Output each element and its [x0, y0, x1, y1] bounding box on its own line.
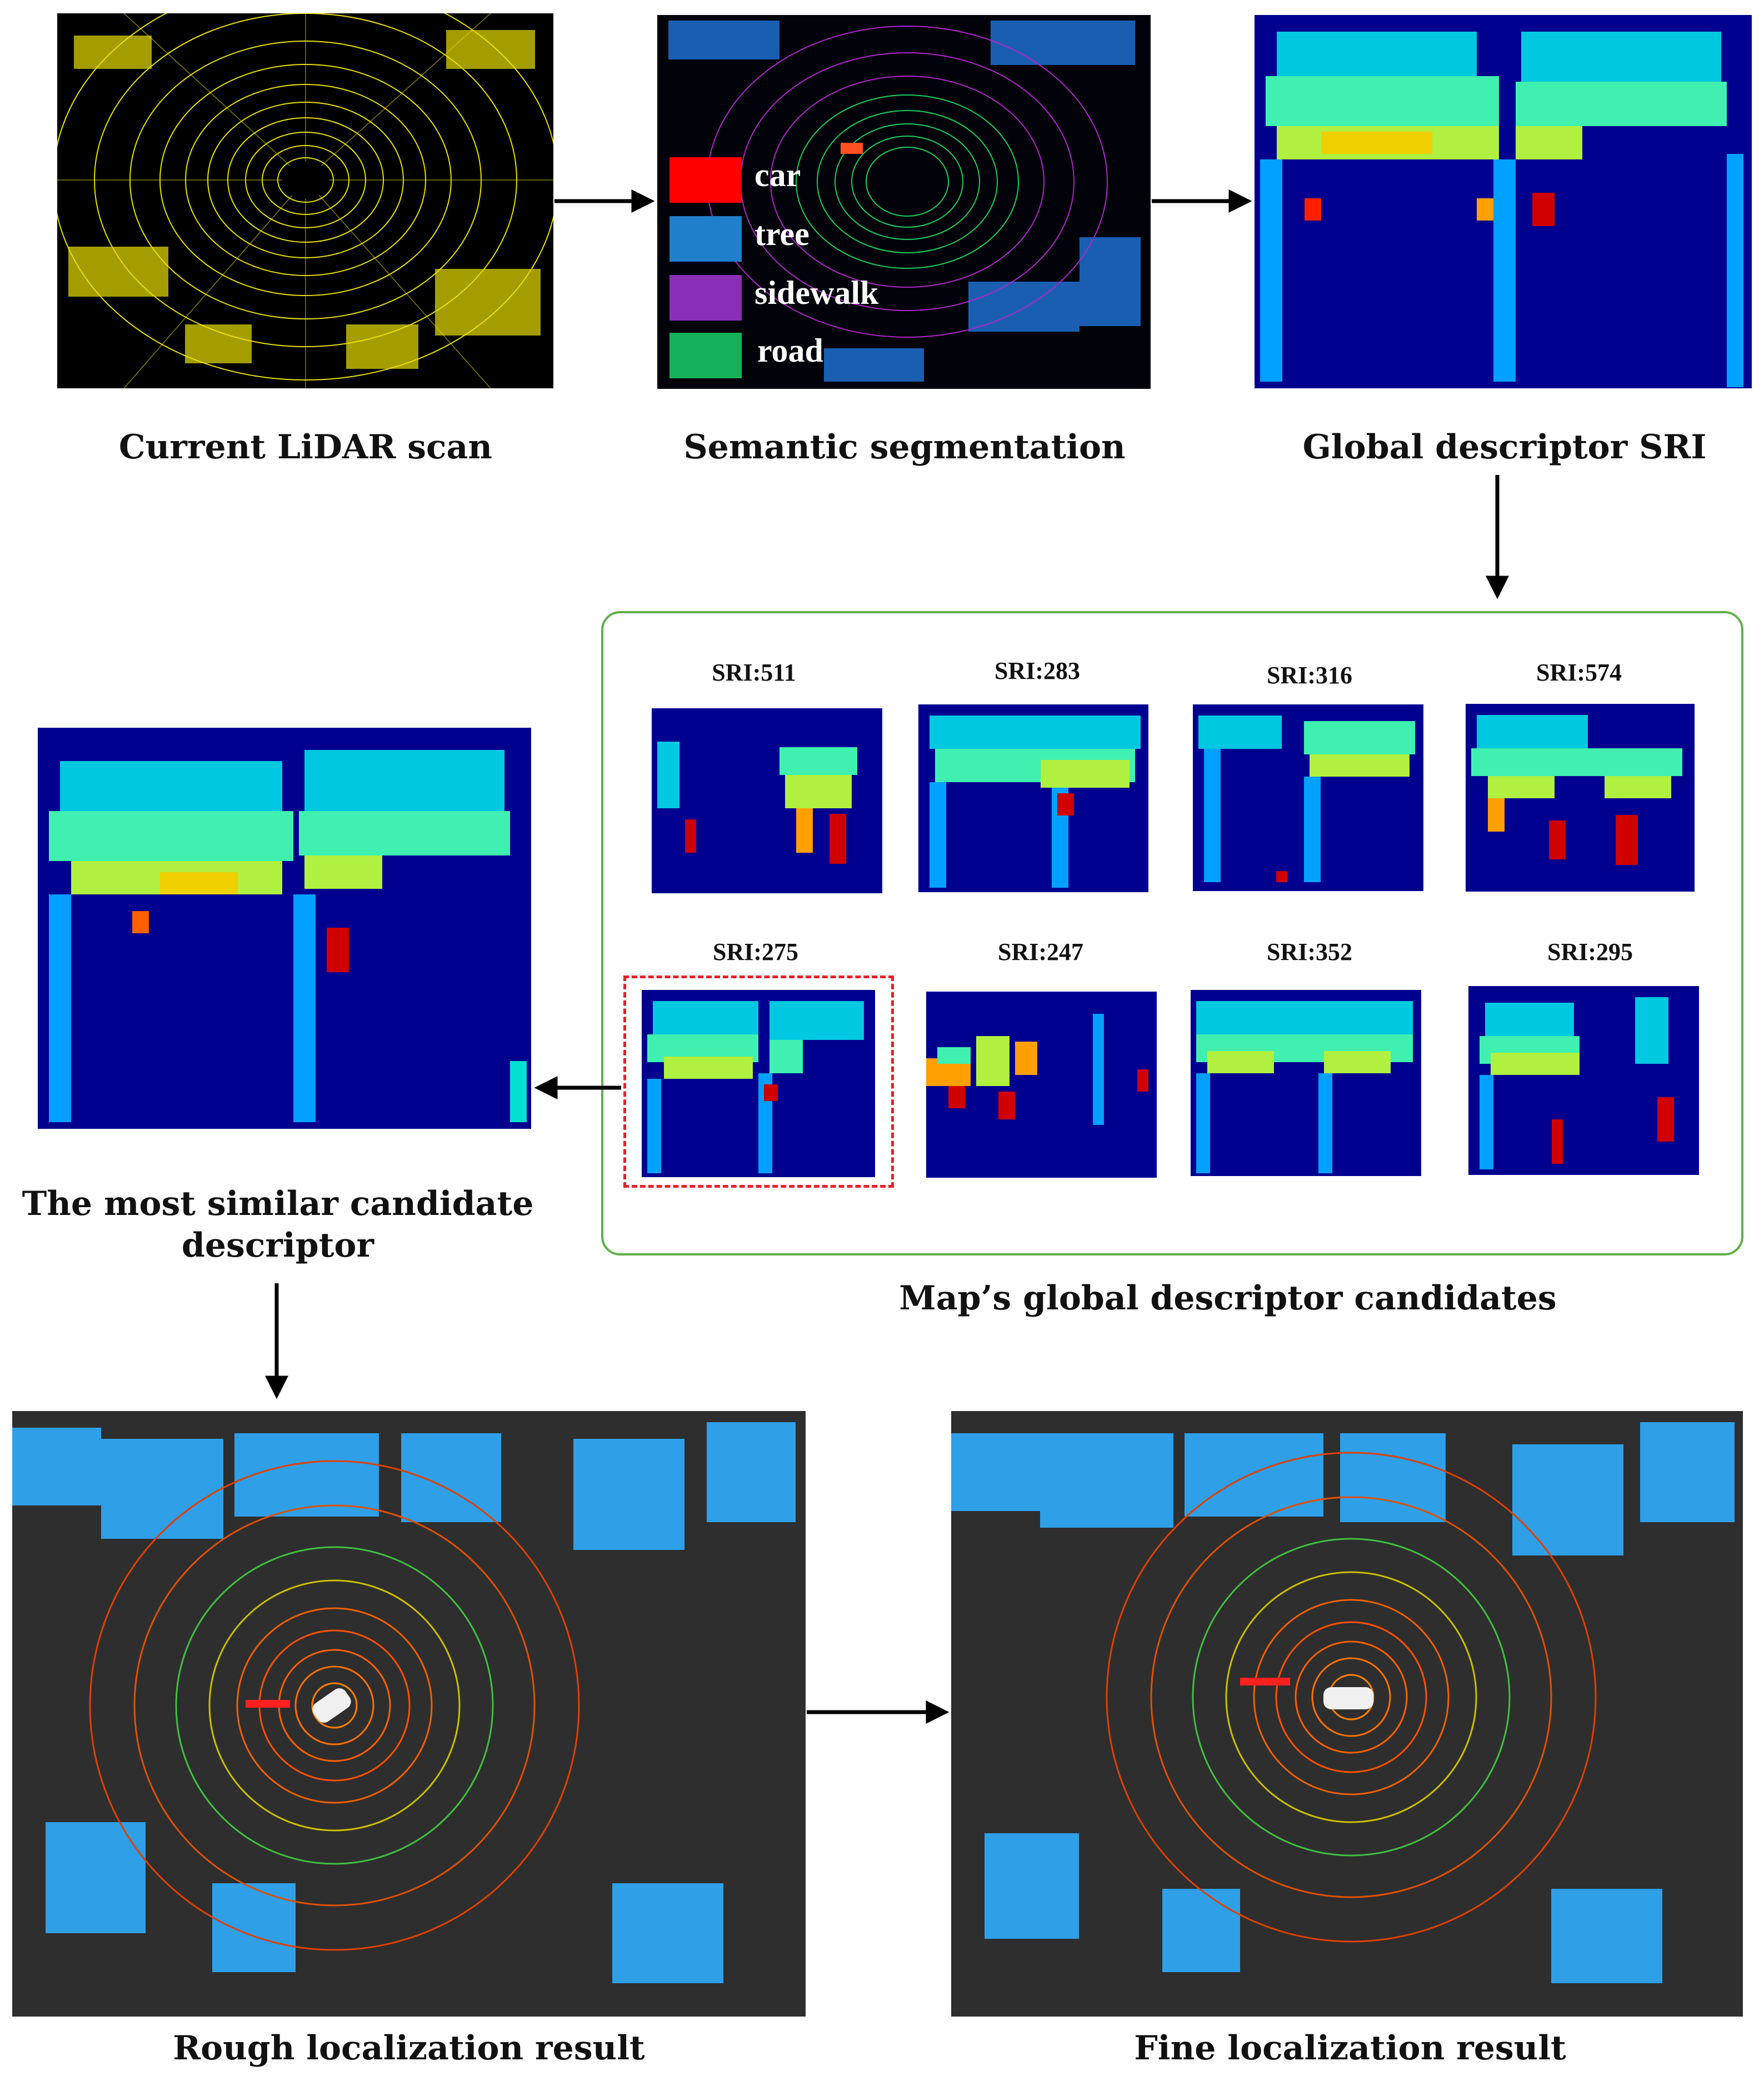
legend-label-sidewalk: sidewalk	[754, 274, 879, 311]
candidate-heatmap-2-graphic	[930, 716, 1141, 888]
legend-swatch-car	[669, 157, 742, 203]
candidate-label-4: SRI:574	[1536, 659, 1622, 686]
legend-swatch-sidewalk	[669, 275, 742, 321]
candidate-heatmap-6-graphic	[926, 1014, 1148, 1125]
candidate-heatmap-5-graphic	[647, 1001, 864, 1173]
caption-semantic-segmentation: Semantic segmentation	[683, 428, 1126, 467]
sri-heatmap-graphic	[1260, 32, 1743, 387]
candidate-label-2: SRI:283	[994, 657, 1081, 684]
caption-most-similar-descriptor: The most similar candidate descriptor	[22, 1184, 534, 1265]
caption-map-candidates: Map’s global descriptor candidates	[899, 1279, 1557, 1318]
candidate-heatmap-4	[1466, 704, 1695, 892]
legend-swatch-road	[669, 333, 742, 378]
fine-localization-image	[951, 1411, 1743, 2017]
caption-current-lidar-scan: Current LiDAR scan	[118, 428, 493, 467]
semantic-segmentation-image: car tree sidewalk road	[657, 15, 1151, 389]
lidar-scan-graphic	[57, 13, 553, 388]
candidate-heatmap-3-graphic	[1198, 716, 1415, 882]
candidate-heatmap-8-graphic	[1480, 997, 1674, 1169]
candidate-label-7: SRI:352	[1266, 938, 1353, 966]
most-similar-descriptor-image	[38, 728, 531, 1129]
selected-candidate-frame[interactable]	[623, 976, 894, 1188]
candidate-label-5: SRI:275	[712, 938, 799, 966]
candidate-heatmap-5	[642, 990, 875, 1177]
candidate-heatmap-8	[1468, 986, 1699, 1175]
candidates-box	[601, 611, 1743, 1255]
rough-localization-graphic	[12, 1422, 796, 1983]
candidate-heatmap-1	[652, 708, 882, 893]
candidate-heatmap-4-graphic	[1471, 715, 1682, 865]
most-similar-heatmap-graphic	[49, 750, 527, 1122]
candidate-heatmap-7	[1191, 990, 1421, 1176]
candidate-heatmap-6	[926, 992, 1157, 1178]
candidate-label-8: SRI:295	[1547, 938, 1633, 966]
segmentation-graphic	[668, 21, 1141, 382]
candidate-label-1: SRI:511	[712, 659, 796, 686]
candidate-heatmap-2	[918, 704, 1148, 892]
candidate-label-6: SRI:247	[997, 938, 1084, 966]
legend-label-road: road	[757, 332, 823, 369]
legend-swatch-tree	[669, 216, 742, 262]
candidate-heatmap-3	[1193, 704, 1423, 891]
legend-label-tree: tree	[754, 216, 809, 252]
candidate-label-3: SRI:316	[1266, 662, 1353, 689]
rough-localization-image	[12, 1411, 806, 2017]
global-descriptor-sri-image	[1255, 15, 1752, 388]
caption-global-descriptor-sri: Global descriptor SRI	[1302, 428, 1707, 467]
legend-label-car: car	[754, 157, 801, 193]
fine-localization-graphic	[951, 1422, 1735, 1983]
caption-rough-localization: Rough localization result	[173, 2029, 645, 2068]
lidar-scan-image	[57, 13, 553, 388]
candidate-heatmap-1-graphic	[657, 742, 857, 864]
caption-fine-localization: Fine localization result	[1134, 2029, 1566, 2068]
candidate-heatmap-7-graphic	[1196, 1001, 1413, 1173]
